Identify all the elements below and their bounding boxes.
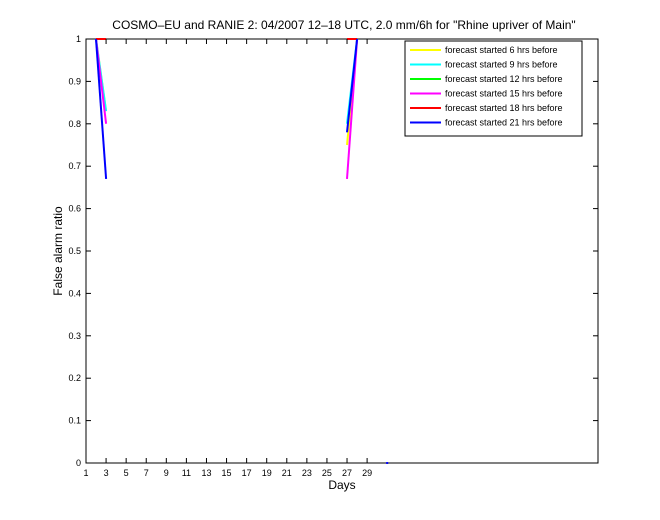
legend-label-2: forecast started 12 hrs before [445, 74, 563, 84]
legend: forecast started 6 hrs before forecast st… [404, 40, 583, 137]
y-tick-label: 0.1 [68, 416, 81, 426]
y-tick-label: 0.4 [68, 288, 81, 298]
x-tick-label: 21 [282, 468, 292, 478]
x-tick-label: 7 [144, 468, 149, 478]
x-tick-label: 23 [302, 468, 312, 478]
data-layer [95, 38, 389, 464]
legend-label-0: forecast started 6 hrs before [445, 45, 558, 55]
y-axis-title: False alarm ratio [51, 206, 65, 296]
legend-box [404, 40, 583, 137]
x-tick-label: 11 [182, 468, 191, 478]
x-tick-label: 1 [83, 468, 88, 478]
y-tick-label: 0.5 [68, 246, 81, 256]
y-tick-label: 0 [76, 458, 81, 468]
x-tick-label: 9 [164, 468, 169, 478]
y-tick-label: 0.6 [68, 204, 81, 214]
series-5-line-segment-0 [95, 38, 108, 179]
x-tick-label: 3 [104, 468, 109, 478]
x-axis-title: Days [328, 478, 355, 492]
legend-label-4: forecast started 18 hrs before [445, 103, 563, 113]
axes-layer: 1 3 5 7 9 11 13 15 17 19 21 23 25 27 2900.10.20.30.40.… [68, 34, 598, 478]
x-tick-label: 5 [124, 468, 129, 478]
x-tick-label: 19 [262, 468, 272, 478]
legend-label-5: forecast started 21 hrs before [445, 118, 563, 128]
x-tick-label: 27 [342, 468, 352, 478]
y-tick-label: 0.9 [68, 76, 81, 86]
legend-label-1: forecast started 9 hrs before [445, 60, 558, 70]
x-tick-label: 15 [222, 468, 232, 478]
series-5-line-segment-1 [346, 38, 359, 133]
y-tick-label: 0.2 [68, 373, 81, 383]
legend-label-3: forecast started 15 hrs before [445, 89, 563, 99]
x-tick-label: 13 [201, 468, 211, 478]
x-tick-label: 29 [362, 468, 372, 478]
chart-title: COSMO–EU and RANIE 2: 04/2007 12–18 UTC,… [112, 18, 575, 32]
y-tick-label: 0.7 [68, 161, 81, 171]
x-tick-label: 17 [242, 468, 252, 478]
y-tick-label: 0.8 [68, 119, 81, 129]
y-tick-label: 1 [76, 34, 81, 44]
data-point-marker-0 [386, 462, 389, 464]
x-tick-label: 25 [322, 468, 332, 478]
y-tick-label: 0.3 [68, 331, 81, 341]
